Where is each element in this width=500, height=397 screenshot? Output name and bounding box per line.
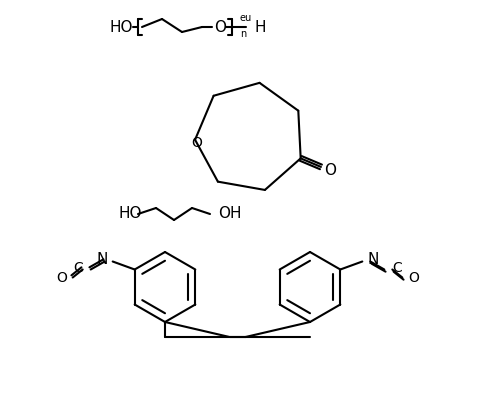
- Text: O: O: [214, 19, 226, 35]
- Text: O: O: [56, 270, 66, 285]
- Text: O: O: [324, 163, 336, 178]
- Text: n: n: [240, 29, 246, 39]
- Text: OH: OH: [218, 206, 242, 222]
- Text: O: O: [408, 270, 419, 285]
- Text: eu: eu: [240, 13, 252, 23]
- Text: H: H: [254, 19, 266, 35]
- Text: N: N: [368, 252, 378, 267]
- Text: N: N: [96, 252, 108, 267]
- Text: HO: HO: [110, 19, 133, 35]
- Text: C: C: [73, 260, 83, 274]
- Text: C: C: [392, 260, 402, 274]
- Text: O: O: [192, 136, 202, 150]
- Text: HO: HO: [118, 206, 142, 222]
